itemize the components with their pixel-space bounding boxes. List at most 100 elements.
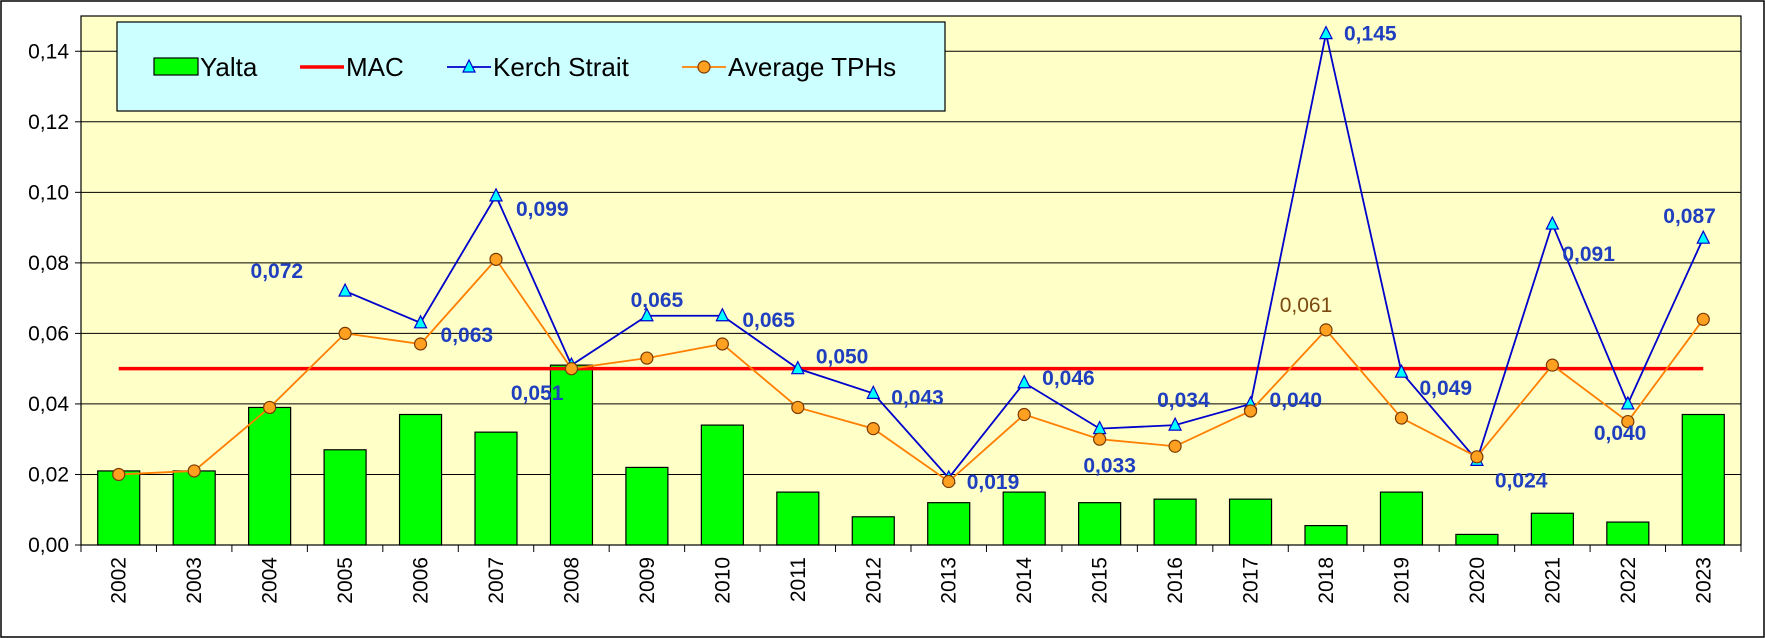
data-label-kerch-strait: 0,087 bbox=[1663, 205, 1716, 228]
x-tick-label: 2013 bbox=[938, 557, 961, 604]
x-tick-label: 2015 bbox=[1089, 557, 1112, 604]
point-average-tphs bbox=[942, 474, 956, 489]
x-tick-label: 2006 bbox=[410, 557, 433, 604]
y-tick-label: 0,00 bbox=[28, 534, 69, 557]
bar-yalta bbox=[1606, 521, 1650, 546]
y-tick-label: 0,08 bbox=[28, 252, 69, 275]
x-tick-label: 2011 bbox=[787, 557, 810, 602]
data-label-kerch-strait: 0,040 bbox=[1594, 422, 1647, 445]
x-tick-label: 2020 bbox=[1466, 557, 1489, 604]
bar-yalta bbox=[1530, 512, 1574, 546]
data-label-kerch-strait: 0,145 bbox=[1344, 23, 1397, 46]
data-label-kerch-strait: 0,072 bbox=[251, 260, 304, 283]
point-kerch-strait bbox=[1017, 374, 1032, 389]
x-tick-label: 2023 bbox=[1692, 557, 1715, 604]
point-kerch-strait bbox=[790, 360, 805, 375]
bar-yalta bbox=[625, 466, 669, 546]
x-tick-label: 2019 bbox=[1390, 557, 1413, 604]
bar-yalta bbox=[1304, 525, 1348, 546]
point-average-tphs bbox=[640, 351, 654, 365]
data-label-kerch-strait: 0,091 bbox=[1562, 243, 1615, 266]
x-tick-label: 2009 bbox=[636, 557, 659, 604]
legend-label-kerch-strait: Kerch Strait bbox=[493, 52, 630, 82]
point-kerch-strait bbox=[1168, 416, 1183, 431]
x-tick-label: 2022 bbox=[1617, 557, 1640, 604]
point-average-tphs bbox=[1470, 450, 1484, 464]
point-average-tphs bbox=[489, 252, 503, 266]
bar-yalta bbox=[549, 364, 594, 546]
x-tick-label: 2007 bbox=[485, 557, 508, 604]
point-average-tphs bbox=[263, 400, 277, 415]
point-average-tphs bbox=[413, 337, 428, 351]
data-label-kerch-strait: 0,049 bbox=[1419, 377, 1472, 400]
point-average-tphs bbox=[112, 467, 126, 482]
legend-marker-average-tphs bbox=[697, 60, 711, 74]
data-label-kerch-strait: 0,065 bbox=[742, 309, 795, 332]
data-label-average-tphs: 0,061 bbox=[1280, 294, 1333, 317]
bar-yalta bbox=[1153, 498, 1197, 546]
data-label-kerch-strait: 0,099 bbox=[516, 198, 569, 221]
bar-yalta bbox=[398, 413, 443, 546]
point-average-tphs bbox=[1319, 323, 1333, 337]
x-tick-label: 2018 bbox=[1315, 557, 1338, 604]
point-average-tphs bbox=[715, 337, 729, 351]
legend-swatch-yalta bbox=[153, 57, 199, 76]
data-label-kerch-strait: 0,046 bbox=[1042, 367, 1095, 390]
point-average-tphs bbox=[791, 400, 805, 415]
point-average-tphs bbox=[1621, 414, 1635, 429]
data-label-kerch-strait: 0,063 bbox=[441, 324, 494, 347]
line-average-tphs bbox=[118, 257, 1704, 483]
y-tick-label: 0,14 bbox=[28, 40, 69, 63]
x-tick-label: 2008 bbox=[560, 557, 583, 604]
point-kerch-strait bbox=[1545, 215, 1560, 230]
y-tick-label: 0,12 bbox=[28, 111, 69, 134]
point-kerch-strait bbox=[1620, 395, 1635, 410]
data-label-kerch-strait: 0,065 bbox=[631, 289, 684, 312]
point-average-tphs bbox=[1017, 407, 1031, 422]
point-average-tphs bbox=[338, 326, 352, 340]
point-kerch-strait bbox=[639, 307, 654, 322]
bar-yalta bbox=[776, 491, 820, 546]
point-average-tphs bbox=[564, 362, 579, 376]
bar-yalta bbox=[700, 424, 744, 546]
data-label-kerch-strait: 0,024 bbox=[1495, 469, 1548, 492]
bar-yalta bbox=[323, 449, 367, 546]
legend-label-mac: MAC bbox=[346, 52, 404, 82]
point-average-tphs bbox=[1394, 411, 1409, 425]
point-average-tphs bbox=[1168, 439, 1182, 453]
y-tick-label: 0,10 bbox=[28, 181, 69, 204]
bar-yalta bbox=[1379, 491, 1424, 546]
data-label-kerch-strait: 0,050 bbox=[816, 346, 869, 369]
data-label-kerch-strait: 0,019 bbox=[967, 471, 1020, 494]
point-average-tphs bbox=[1545, 358, 1559, 372]
y-tick-label: 0,02 bbox=[28, 463, 69, 486]
data-label-kerch-strait: 0,034 bbox=[1157, 389, 1210, 412]
point-kerch-strait bbox=[866, 385, 881, 399]
bar-yalta bbox=[1455, 533, 1499, 546]
legend-marker-kerch-strait bbox=[462, 58, 476, 73]
point-kerch-strait bbox=[1394, 363, 1409, 378]
data-label-kerch-strait: 0,040 bbox=[1270, 389, 1323, 412]
point-average-tphs bbox=[1093, 432, 1107, 446]
x-tick-label: 2016 bbox=[1164, 557, 1187, 604]
data-label-kerch-strait: 0,043 bbox=[891, 386, 944, 409]
legend-label-average-tphs: Average TPHs bbox=[728, 52, 896, 82]
bar-yalta bbox=[1681, 413, 1725, 546]
legend-label-yalta: Yalta bbox=[200, 52, 258, 82]
data-label-kerch-strait: 0,051 bbox=[511, 382, 564, 405]
x-tick-label: 2003 bbox=[183, 557, 206, 604]
legend-box bbox=[116, 21, 946, 112]
bar-yalta bbox=[97, 470, 141, 546]
bar-yalta bbox=[1002, 491, 1046, 546]
point-average-tphs bbox=[1243, 404, 1258, 418]
point-kerch-strait bbox=[413, 314, 428, 329]
point-average-tphs bbox=[1696, 312, 1710, 326]
x-tick-label: 2004 bbox=[259, 557, 282, 604]
x-tick-label: 2005 bbox=[334, 557, 357, 604]
x-tick-label: 2012 bbox=[862, 557, 885, 604]
y-tick-label: 0,06 bbox=[28, 322, 69, 345]
x-tick-label: 2017 bbox=[1240, 557, 1263, 604]
bar-yalta bbox=[1078, 502, 1122, 546]
